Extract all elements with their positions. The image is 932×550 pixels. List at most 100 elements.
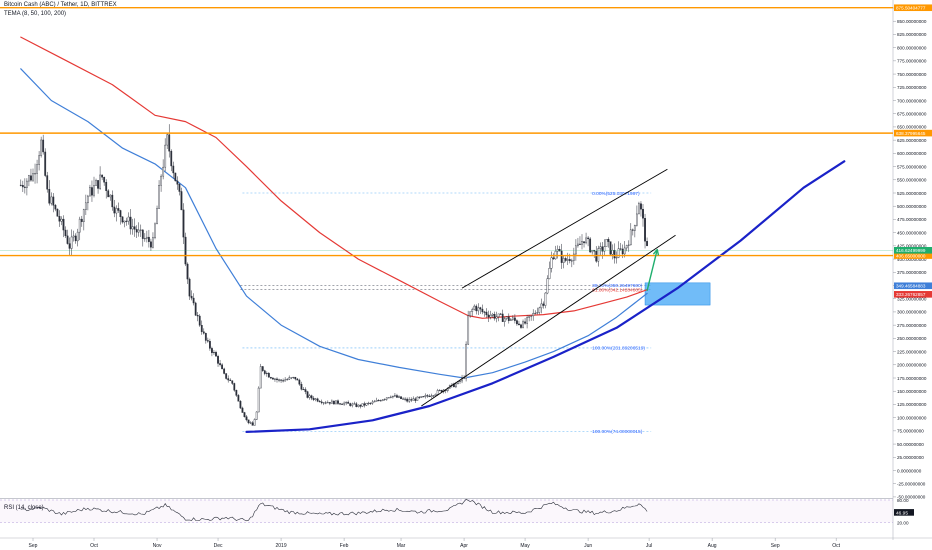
candle-body <box>564 258 567 261</box>
candle-body <box>194 302 197 316</box>
candle-body <box>617 248 620 258</box>
candle-body <box>371 401 374 404</box>
candle-body <box>70 236 73 249</box>
candle-body <box>133 226 136 230</box>
candle-body <box>491 314 494 316</box>
candle-body <box>538 307 541 313</box>
arrow-head <box>652 248 660 256</box>
candle-body <box>211 348 213 353</box>
candle-body <box>331 400 333 404</box>
candle-body <box>310 395 313 399</box>
candle-body <box>402 398 404 400</box>
y-tick-label: 450.00000000 <box>897 230 927 235</box>
candle-body <box>40 139 43 156</box>
candle-body <box>152 237 154 248</box>
candle-body <box>349 403 352 406</box>
level-badge <box>894 252 932 259</box>
candle-body <box>129 216 132 230</box>
y-tick-label: 800.00000000 <box>897 45 927 50</box>
rsi-value-label: 46.95 <box>896 510 908 516</box>
candle-body <box>548 268 551 279</box>
x-tick-label: Nov <box>153 543 162 549</box>
candle-body <box>257 387 260 413</box>
candle-body <box>314 398 317 400</box>
candle-body <box>546 278 549 294</box>
candle-body <box>117 208 120 211</box>
channel-line <box>421 234 676 407</box>
candle-body <box>503 318 506 322</box>
candle-body <box>481 308 484 313</box>
price-badge <box>894 282 932 290</box>
x-tick-label: Aug <box>708 543 717 549</box>
x-tick-label: Sep <box>29 543 38 549</box>
candle-body <box>21 185 24 188</box>
candle-body <box>32 173 34 181</box>
candle-body <box>82 209 85 222</box>
candle-body <box>56 208 59 217</box>
candle-body <box>501 313 504 322</box>
y-tick-label: 25.00000000 <box>897 455 924 460</box>
candle-body <box>359 404 362 407</box>
candle-body <box>377 400 380 402</box>
candle-body <box>290 377 293 379</box>
candle-body <box>530 315 533 317</box>
candle-body <box>644 218 646 242</box>
candle-body <box>373 401 376 403</box>
y-tick-label: 825.00000000 <box>897 32 927 37</box>
candle-body <box>160 175 162 186</box>
candle-body <box>42 139 45 153</box>
candle-body <box>237 395 240 402</box>
candle-body <box>379 400 382 402</box>
candle-body <box>322 402 325 404</box>
candle-body <box>125 220 128 222</box>
candle-body <box>599 246 602 249</box>
candle-body <box>278 379 280 381</box>
y-tick-label: 650.00000000 <box>897 125 927 130</box>
candle-body <box>52 196 55 206</box>
candle-body <box>121 216 124 223</box>
y-tick-label: 50.00000000 <box>897 442 924 447</box>
candle-body <box>361 403 364 407</box>
candle-body <box>176 180 179 185</box>
candle-body <box>562 258 565 263</box>
candle-body <box>48 189 51 204</box>
candle-body <box>499 313 502 315</box>
candle-body <box>471 309 474 312</box>
indicator-legend: TEMA (8, 50, 100, 200) <box>4 11 67 17</box>
candle-body <box>243 412 246 417</box>
candle-body <box>507 316 510 321</box>
candle-body <box>398 396 400 398</box>
x-tick-label: Jul <box>646 543 652 549</box>
candle-body <box>406 398 409 402</box>
candle-body <box>414 398 417 401</box>
candle-body <box>552 257 555 260</box>
candle-body <box>182 209 185 238</box>
candle-body <box>621 248 624 255</box>
candle-body <box>158 185 160 209</box>
candle-body <box>180 191 183 211</box>
candle-body <box>312 397 315 400</box>
candle-body <box>38 155 41 165</box>
x-tick-label: Jun <box>584 543 592 549</box>
candle-body <box>392 395 394 398</box>
candle-body <box>629 229 632 246</box>
candle-body <box>526 317 529 324</box>
candle-body <box>28 175 30 182</box>
candle-body <box>623 247 626 255</box>
candle-body <box>119 210 122 218</box>
candle-body <box>636 213 638 226</box>
candle-body <box>97 180 99 189</box>
candle-body <box>274 378 276 380</box>
candle-body <box>105 182 108 191</box>
candle-body <box>357 404 360 407</box>
candle-body <box>385 397 388 400</box>
candle-body <box>294 376 297 380</box>
candle-body <box>585 237 587 244</box>
candle-body <box>351 403 354 406</box>
channel-line <box>461 168 668 289</box>
level-badge-label: 638.37995645 <box>896 131 926 136</box>
candle-body <box>489 315 492 318</box>
candle-body <box>534 312 537 314</box>
candle-body <box>60 218 63 222</box>
